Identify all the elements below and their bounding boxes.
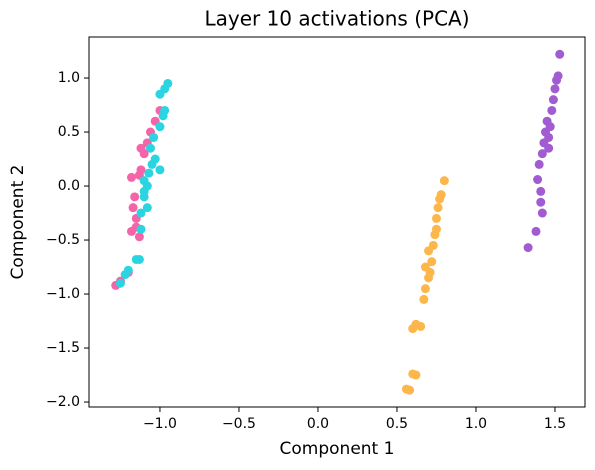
point [405, 385, 415, 395]
point [142, 203, 152, 213]
point [420, 284, 430, 294]
point [150, 154, 160, 164]
point [128, 203, 138, 213]
point [145, 143, 155, 153]
point [555, 49, 565, 59]
point [411, 370, 421, 380]
point [548, 95, 558, 105]
point [547, 105, 557, 115]
point [553, 71, 563, 81]
chart-title: Layer 10 activations (PCA) [204, 7, 469, 31]
x-tick-label: 1.0 [465, 416, 487, 432]
x-tick-label: 0.5 [386, 416, 408, 432]
point [155, 165, 165, 175]
y-tick-label: 0.5 [58, 124, 80, 140]
point [149, 132, 159, 142]
point [436, 190, 446, 200]
point [536, 186, 546, 196]
point [163, 78, 173, 88]
point [425, 267, 435, 277]
point [550, 84, 560, 94]
y-tick-label: −1.5 [46, 340, 80, 356]
point [533, 175, 543, 185]
point [144, 168, 154, 178]
x-axis-label: Component 1 [280, 439, 395, 459]
point [433, 203, 443, 213]
point [136, 165, 146, 175]
y-tick-label: −0.5 [46, 232, 80, 248]
point [416, 321, 426, 331]
point [123, 265, 133, 275]
point [537, 208, 547, 218]
point [545, 122, 555, 132]
point [136, 224, 146, 234]
point [160, 105, 170, 115]
point [428, 240, 438, 250]
y-axis-label: Component 2 [8, 165, 28, 280]
point [115, 278, 125, 288]
point [534, 159, 544, 169]
point [139, 176, 149, 186]
point [431, 224, 441, 234]
point [134, 254, 144, 264]
point [136, 143, 146, 153]
x-tick-label: 0.0 [307, 416, 329, 432]
y-tick-label: 0.0 [58, 178, 80, 194]
point [134, 232, 144, 242]
point [439, 176, 449, 186]
point [544, 132, 554, 142]
point [537, 149, 547, 159]
point [523, 243, 533, 253]
x-tick-label: −1.0 [143, 416, 177, 432]
point [139, 186, 149, 196]
point [536, 197, 546, 207]
point [136, 208, 146, 218]
y-tick-label: −2.0 [46, 394, 80, 410]
point [427, 257, 437, 267]
x-tick-label: −0.5 [222, 416, 256, 432]
point [130, 192, 140, 202]
point [431, 213, 441, 223]
point [127, 172, 137, 182]
y-tick-label: 1.0 [58, 70, 80, 86]
x-tick-label: 1.5 [544, 416, 566, 432]
point [155, 122, 165, 132]
point [544, 143, 554, 153]
point [531, 226, 541, 236]
y-tick-label: −1.0 [46, 286, 80, 302]
point [419, 294, 429, 304]
plot-frame [88, 36, 586, 408]
